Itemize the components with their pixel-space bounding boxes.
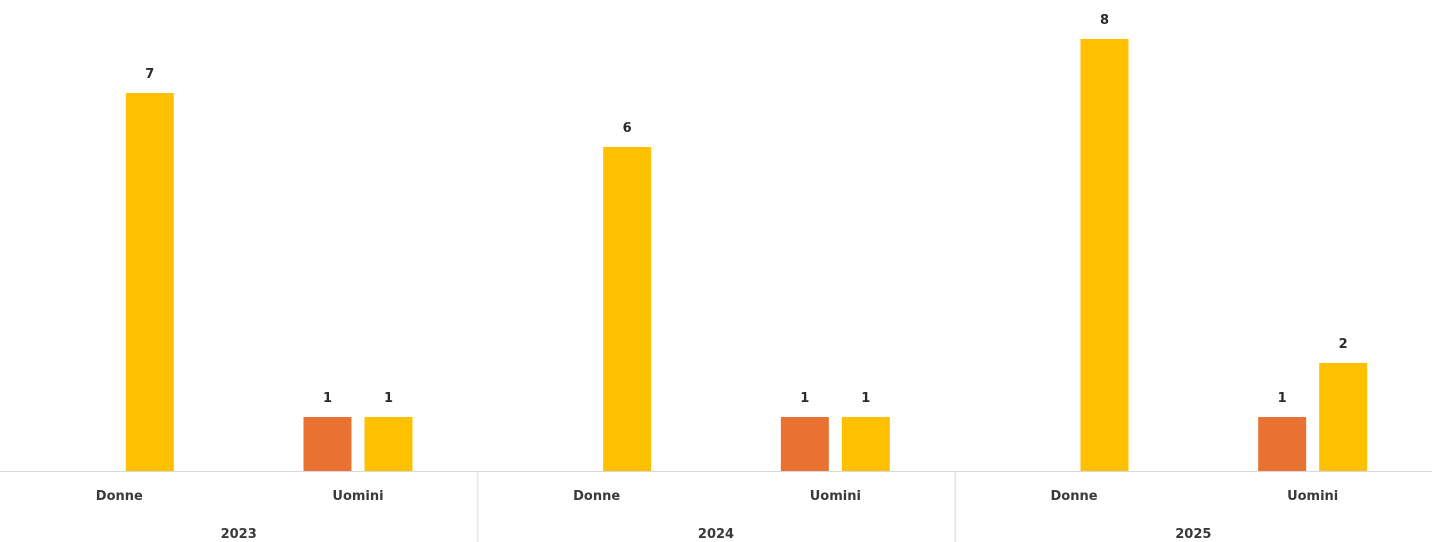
bar-2025-uomini-s1 [1319, 363, 1368, 471]
data-label: 1 [861, 391, 870, 406]
bar-2025-uomini-s0 [1258, 417, 1307, 471]
data-label: 1 [800, 391, 809, 406]
x-tick-label-uomini: Uomini [810, 489, 861, 504]
bar-2024-donne-s1 [603, 147, 652, 471]
data-label: 6 [623, 121, 632, 136]
x-tick-label-donne: Donne [96, 489, 143, 504]
x-tick-label-donne: Donne [573, 489, 620, 504]
x-tick-label-donne: Donne [1050, 489, 1097, 504]
bar-2023-uomini-s0 [303, 417, 352, 471]
bar-2025-donne-s1 [1080, 39, 1129, 471]
x-axis: Donne Uomini 2023 Donne Uomini 2024 Donne Uomin… [0, 471, 1432, 542]
bar-2023-donne-s1 [125, 93, 174, 471]
bar-2024-uomini-s1 [841, 417, 890, 471]
x-tick-label-uomini: Uomini [1287, 489, 1338, 504]
data-label: 7 [145, 67, 154, 82]
bar-2023-uomini-s1 [364, 417, 413, 471]
bars-layer [125, 39, 1368, 471]
x-group-label-2023: 2023 [221, 527, 257, 542]
bar-2024-uomini-s0 [780, 417, 829, 471]
data-label: 2 [1339, 337, 1348, 352]
x-tick-label-uomini: Uomini [332, 489, 383, 504]
data-label: 8 [1100, 13, 1109, 28]
data-label: 1 [384, 391, 393, 406]
data-label: 1 [1278, 391, 1287, 406]
data-label: 1 [323, 391, 332, 406]
x-group-label-2024: 2024 [698, 527, 734, 542]
x-group-label-2025: 2025 [1175, 527, 1211, 542]
